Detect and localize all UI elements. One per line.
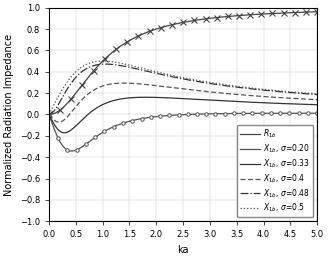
$X_{1b}$, $\sigma$=0.20 (258, 112, 262, 115)
$X_{1b}$, $\sigma$=0.33 (47, 113, 51, 116)
Line: $X_{1b}$, $\sigma$=0.20: $X_{1b}$, $\sigma$=0.20 (49, 113, 317, 151)
$X_{1b}$, $\sigma$=0.20 (61, 144, 65, 147)
$X_{1b}$, $\sigma$=0.4 (122, 82, 126, 85)
Line: $R_{1b}$: $R_{1b}$ (49, 12, 317, 114)
$R_{1b}$ (315, 10, 319, 13)
Line: $X_{1b}$, $\sigma$=0.4: $X_{1b}$, $\sigma$=0.4 (49, 83, 317, 122)
$X_{1b}$, $\sigma$=0.5 (258, 88, 262, 91)
$X_{1b}$, $\sigma$=0.33 (315, 103, 319, 106)
$X_{1b}$, $\sigma$=0.33 (171, 97, 174, 100)
Line: $X_{1b}$, $\sigma$=0.48: $X_{1b}$, $\sigma$=0.48 (49, 64, 317, 114)
$X_{1b}$, $\sigma$=0.33 (258, 101, 262, 104)
$X_{1b}$, $\sigma$=0.20 (298, 112, 302, 115)
$R_{1b}$ (258, 13, 262, 16)
$X_{1b}$, $\sigma$=0.5 (308, 92, 312, 95)
$X_{1b}$, $\sigma$=0.33 (308, 103, 312, 106)
Line: $X_{1b}$, $\sigma$=0.33: $X_{1b}$, $\sigma$=0.33 (49, 97, 317, 133)
$X_{1b}$, $\sigma$=0.5 (61, 87, 65, 90)
$X_{1b}$, $\sigma$=0.48 (315, 93, 319, 96)
$X_{1b}$, $\sigma$=0.48 (47, 113, 51, 116)
$X_{1b}$, $\sigma$=0.4 (61, 119, 65, 122)
$X_{1b}$, $\sigma$=0.33 (144, 96, 148, 99)
$R_{1b}$ (177, 21, 181, 25)
Line: $X_{1b}$, $\sigma$=0.5: $X_{1b}$, $\sigma$=0.5 (49, 61, 317, 114)
$X_{1b}$, $\sigma$=0.4 (178, 87, 182, 90)
$X_{1b}$, $\sigma$=0.20 (315, 112, 319, 115)
$R_{1b}$ (47, 113, 51, 116)
$R_{1b}$ (307, 10, 311, 13)
$X_{1b}$, $\sigma$=0.5 (101, 60, 105, 63)
X-axis label: ka: ka (177, 245, 189, 255)
$X_{1b}$, $\sigma$=0.33 (308, 103, 312, 106)
$R_{1b}$ (61, 106, 65, 110)
$X_{1b}$, $\sigma$=0.33 (62, 131, 66, 134)
$X_{1b}$, $\sigma$=0.20 (178, 113, 182, 116)
$X_{1b}$, $\sigma$=0.4 (258, 95, 262, 98)
$X_{1b}$, $\sigma$=0.4 (47, 113, 51, 116)
Y-axis label: Normalized Radiation Impedance: Normalized Radiation Impedance (4, 33, 14, 196)
$X_{1b}$, $\sigma$=0.5 (171, 74, 174, 77)
$X_{1b}$, $\sigma$=0.48 (178, 77, 182, 80)
$X_{1b}$, $\sigma$=0.48 (308, 92, 312, 96)
$X_{1b}$, $\sigma$=0.48 (308, 92, 312, 96)
$X_{1b}$, $\sigma$=0.4 (308, 98, 312, 101)
$X_{1b}$, $\sigma$=0.20 (308, 112, 312, 115)
$X_{1b}$, $\sigma$=0.33 (61, 131, 65, 134)
$X_{1b}$, $\sigma$=0.20 (308, 112, 312, 115)
$X_{1b}$, $\sigma$=0.5 (308, 92, 312, 95)
$X_{1b}$, $\sigma$=0.4 (57, 121, 61, 124)
$X_{1b}$, $\sigma$=0.4 (315, 98, 319, 101)
$X_{1b}$, $\sigma$=0.33 (178, 97, 182, 100)
$X_{1b}$, $\sigma$=0.48 (61, 95, 65, 98)
$X_{1b}$, $\sigma$=0.48 (171, 75, 174, 78)
$X_{1b}$, $\sigma$=0.20 (47, 113, 51, 116)
$X_{1b}$, $\sigma$=0.20 (171, 114, 174, 117)
$X_{1b}$, $\sigma$=0.48 (104, 62, 108, 66)
$X_{1b}$, $\sigma$=0.48 (258, 88, 262, 91)
$R_{1b}$ (170, 23, 174, 26)
$X_{1b}$, $\sigma$=0.4 (308, 98, 312, 101)
$X_{1b}$, $\sigma$=0.20 (70, 149, 73, 153)
$X_{1b}$, $\sigma$=0.4 (171, 86, 174, 89)
$X_{1b}$, $\sigma$=0.5 (178, 75, 182, 78)
$X_{1b}$, $\sigma$=0.5 (315, 92, 319, 96)
$X_{1b}$, $\sigma$=0.5 (47, 113, 51, 116)
$R_{1b}$ (308, 10, 312, 13)
Legend: $R_{1b}$, $X_{1b}$, $\sigma$=0.20, $X_{1b}$, $\sigma$=0.33, $X_{1b}$, $\sigma$=0: $R_{1b}$, $X_{1b}$, $\sigma$=0.20, $X_{1… (237, 125, 314, 218)
